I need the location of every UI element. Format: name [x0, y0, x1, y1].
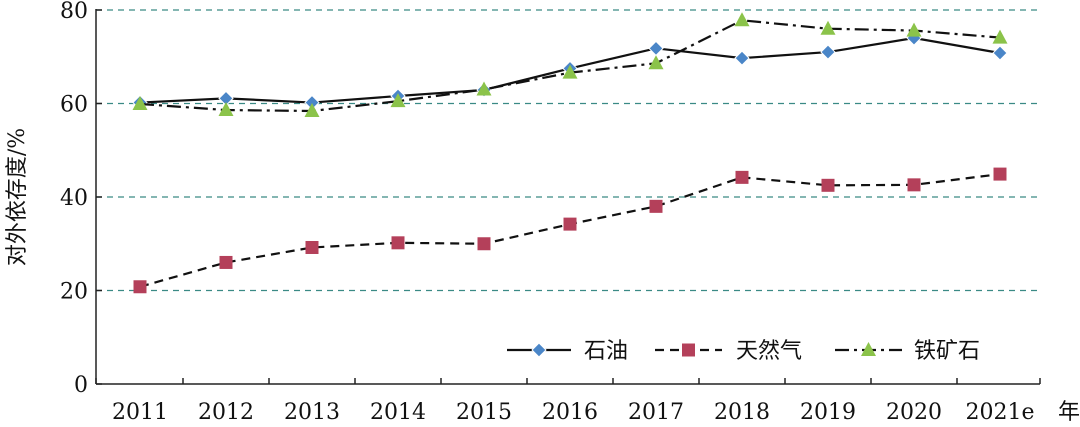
tick-labels: 0 20 40 60 80 2011 2012 2013 2014 2015 2016 2017 201…: [60, 0, 1035, 425]
x-tick-label: 2017: [628, 400, 684, 425]
x-tick-label: 2020: [886, 400, 942, 425]
y-tick-label: 0: [74, 373, 88, 398]
x-tick-label: 2011: [112, 400, 168, 425]
grid-lines: [96, 9, 1040, 292]
data-point: [648, 55, 664, 70]
data-point: [821, 178, 835, 192]
y-tick-label: 40: [60, 186, 88, 211]
legend-item: 铁矿石: [835, 339, 980, 364]
series-lines: [132, 12, 1008, 294]
y-tick-label: 20: [60, 280, 88, 305]
data-point: [648, 40, 664, 57]
x-tick-label: 2016: [542, 400, 598, 425]
axes: [95, 9, 1041, 385]
data-point: [906, 22, 922, 37]
x-tick-label: 2021e: [965, 400, 1034, 425]
data-point: [563, 217, 577, 231]
data-point: [132, 95, 148, 110]
x-tick-label: 2013: [284, 400, 340, 425]
series-2: [133, 167, 1007, 294]
legend-label: 石油: [584, 339, 628, 364]
x-tick-label: 2014: [370, 400, 426, 425]
data-point: [907, 178, 921, 192]
y-tick-label: 60: [60, 93, 88, 118]
data-point: [992, 29, 1008, 44]
data-point: [735, 170, 749, 184]
legend-label: 天然气: [736, 339, 802, 364]
data-point: [820, 44, 836, 60]
series-3: [132, 12, 1008, 117]
legend-marker: [531, 342, 547, 358]
data-point: [820, 20, 836, 35]
legend-marker: [682, 343, 695, 357]
y-axis-title: 对外依存度/%: [5, 128, 30, 266]
x-axis-title: 年: [1058, 400, 1080, 425]
data-point: [993, 167, 1007, 181]
data-point: [476, 81, 492, 96]
x-tick-label: 2012: [198, 400, 254, 425]
data-point: [391, 236, 405, 250]
data-point: [304, 102, 320, 117]
data-point: [734, 50, 750, 66]
data-point: [649, 199, 663, 213]
data-point: [133, 280, 147, 294]
x-tick-label: 2019: [800, 400, 856, 425]
x-tick-label: 2018: [714, 400, 770, 425]
x-tick-label: 2015: [456, 400, 512, 425]
legend-item: 天然气: [655, 339, 802, 364]
data-point: [219, 255, 233, 269]
data-point: [390, 93, 406, 108]
data-point: [305, 240, 319, 254]
legend: 石油 天然气 铁矿石: [507, 339, 980, 364]
legend-item: 石油: [507, 339, 628, 364]
legend-label: 铁矿石: [914, 339, 980, 364]
data-point: [477, 237, 491, 251]
data-point: [734, 12, 750, 27]
y-tick-label: 80: [60, 0, 88, 24]
data-point: [218, 102, 234, 117]
data-point: [992, 45, 1008, 61]
data-point: [562, 64, 578, 79]
legend-marker: [861, 342, 876, 356]
